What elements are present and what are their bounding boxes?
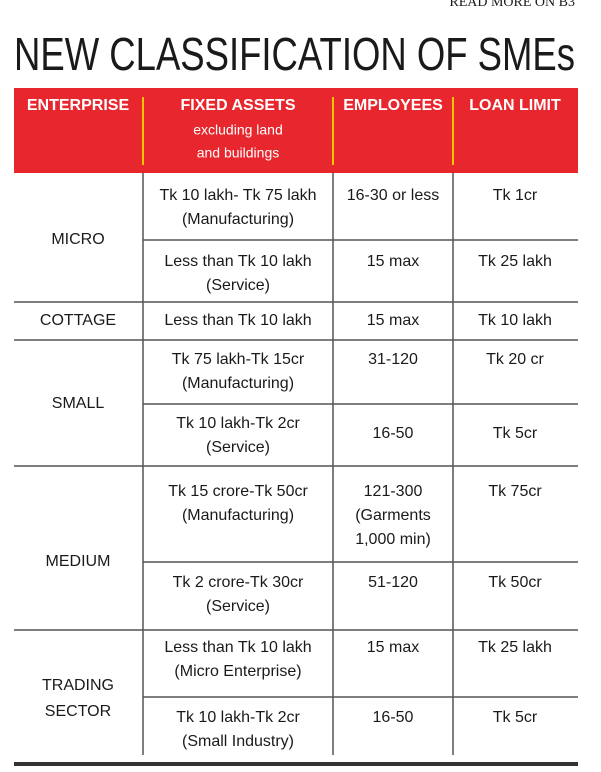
cell-text: (Small Industry) [182, 733, 294, 750]
enterprise-label: TRADING [42, 677, 114, 694]
header-note: and buildings [197, 145, 280, 161]
header-cell: LOAN LIMIT [469, 97, 561, 114]
cell-text: (Service) [206, 277, 270, 294]
cell-text: 16-30 or less [347, 187, 440, 204]
cell-text: Less than Tk 10 lakh [164, 639, 311, 656]
cell-text: Less than Tk 10 lakh [164, 253, 311, 270]
title: NEW CLASSIFICATION OF SMEs [14, 28, 575, 80]
cell-text: Tk 5cr [493, 425, 538, 442]
cell-text: Tk 50cr [488, 574, 542, 591]
header-cell: FIXED ASSETS [181, 97, 296, 114]
enterprise-label: SECTOR [45, 703, 111, 720]
cell-text: Tk 10 lakh [478, 312, 552, 329]
cell-text: (Manufacturing) [182, 211, 294, 228]
cell-text: Tk 5cr [493, 709, 538, 726]
cell-text: Tk 10 lakh-Tk 2cr [176, 709, 300, 726]
enterprise-label: SMALL [52, 395, 105, 412]
cell-text: Tk 20 cr [486, 351, 544, 368]
cell-text: Tk 10 lakh-Tk 2cr [176, 415, 300, 432]
cell-text: Tk 75 lakh-Tk 15cr [172, 351, 305, 368]
cell-text: Less than Tk 10 lakh [164, 312, 311, 329]
header-separators [142, 97, 454, 165]
cell-text: 51-120 [368, 574, 418, 591]
cell-text: Tk 2 crore-Tk 30cr [173, 574, 304, 591]
cell-text: (Garments [355, 507, 431, 524]
cell-text: 1,000 min) [355, 531, 431, 548]
cell-text: 121-300 [364, 483, 423, 500]
cell-text: 15 max [367, 312, 419, 329]
cell-text: (Service) [206, 598, 270, 615]
cell-text: Tk 15 crore-Tk 50cr [168, 483, 308, 500]
enterprise-label: MICRO [51, 231, 104, 248]
cell-text: 16-50 [373, 709, 414, 726]
header-cell: EMPLOYEES [343, 97, 443, 114]
cell-text: 15 max [367, 639, 419, 656]
enterprise-label: MEDIUM [46, 553, 111, 570]
cell-text: (Micro Enterprise) [174, 663, 301, 680]
header-note: excluding land [193, 122, 283, 138]
cell-text: Tk 10 lakh- Tk 75 lakh [159, 187, 316, 204]
enterprise-label: COTTAGE [40, 312, 116, 329]
cell-text: (Manufacturing) [182, 375, 294, 392]
header-bar [14, 88, 578, 173]
cell-text: 15 max [367, 253, 419, 270]
cell-text: (Manufacturing) [182, 507, 294, 524]
cell-text: Tk 1cr [493, 187, 538, 204]
top-link: READ MORE ON B3 [449, 0, 575, 10]
cell-text: Tk 75cr [488, 483, 542, 500]
cell-text: Tk 25 lakh [478, 253, 552, 270]
cell-text: 31-120 [368, 351, 418, 368]
cell-text: Tk 25 lakh [478, 639, 552, 656]
header-cell: ENTERPRISE [27, 97, 130, 114]
cell-text: 16-50 [373, 425, 414, 442]
cell-text: (Service) [206, 439, 270, 456]
